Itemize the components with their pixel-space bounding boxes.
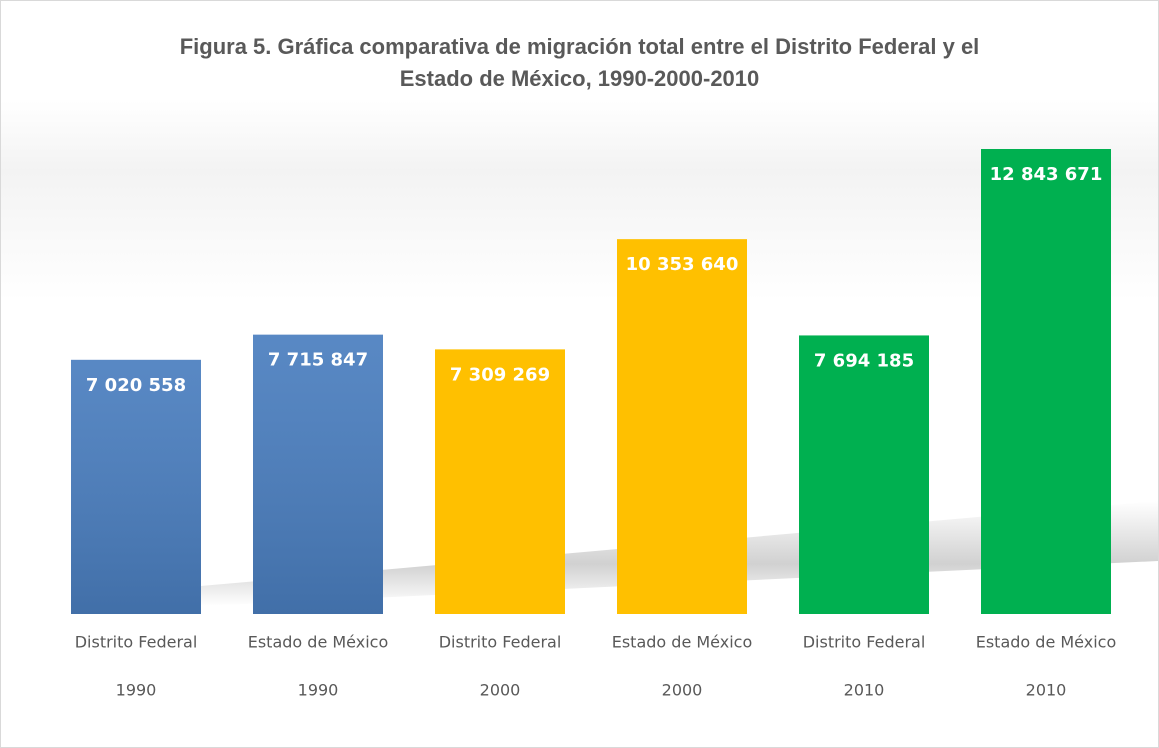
x-tick-label: 2010: [1026, 681, 1067, 700]
value-label: 10 353 640: [626, 254, 739, 275]
x-tick-label: 2000: [480, 681, 521, 700]
x-tick-label: 2000: [662, 681, 703, 700]
bar: [617, 239, 747, 615]
value-label: 7 694 185: [814, 350, 914, 371]
value-label: 12 843 671: [990, 164, 1103, 185]
bar: [981, 149, 1111, 614]
x-tick-label: Estado de México: [248, 633, 389, 652]
x-tick-label: Distrito Federal: [803, 633, 926, 652]
x-tick-label: 2010: [844, 681, 885, 700]
chart-title: Figura 5. Gráfica comparativa de migraci…: [179, 34, 980, 91]
x-tick-label: Distrito Federal: [75, 633, 198, 652]
bar: [435, 349, 565, 614]
x-tick-label: Estado de México: [976, 633, 1117, 652]
value-label: 7 020 558: [86, 375, 186, 396]
bar: [799, 335, 929, 614]
x-tick-label: 1990: [116, 681, 157, 700]
x-tick-label: Distrito Federal: [439, 633, 562, 652]
x-tick-label: 1990: [298, 681, 339, 700]
bar-shade: [71, 359, 201, 614]
value-label: 7 715 847: [268, 350, 368, 371]
bar-shade: [253, 334, 383, 614]
x-tick-label: Estado de México: [612, 633, 753, 652]
value-label: 7 309 269: [450, 364, 550, 385]
